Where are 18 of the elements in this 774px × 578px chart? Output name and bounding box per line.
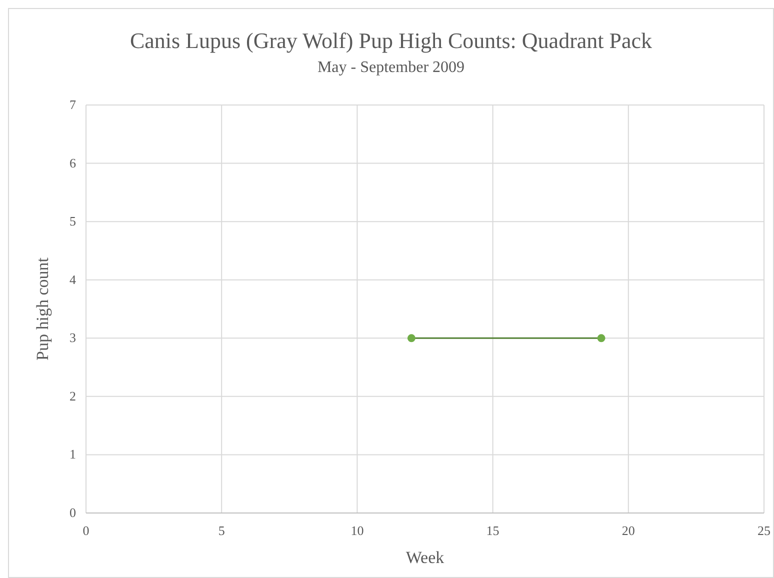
x-tick-label: 10 [350,523,364,538]
y-tick-label: 5 [70,214,76,229]
y-tick-label: 6 [70,155,76,170]
y-axis-title: Pup high count [33,257,52,360]
y-tick-label: 1 [70,446,76,462]
x-tick-label: 15 [486,523,500,538]
y-tick-label: 3 [70,330,76,346]
x-tick-label: 5 [218,523,225,538]
x-tick-label: 25 [758,523,770,538]
chart-subtitle: May - September 2009 [317,59,465,76]
x-tick-label: 20 [622,523,635,538]
y-tick-label: 0 [70,505,76,520]
chart-title: Canis Lupus (Gray Wolf) Pup High Counts: Quadrant Pack [130,28,652,53]
y-tick-label: 2 [70,388,76,404]
y-tick-label: 4 [70,272,76,287]
x-axis-title: Week [406,548,445,567]
y-tick-label: 7 [70,97,76,112]
x-tick-label: 0 [82,523,90,538]
